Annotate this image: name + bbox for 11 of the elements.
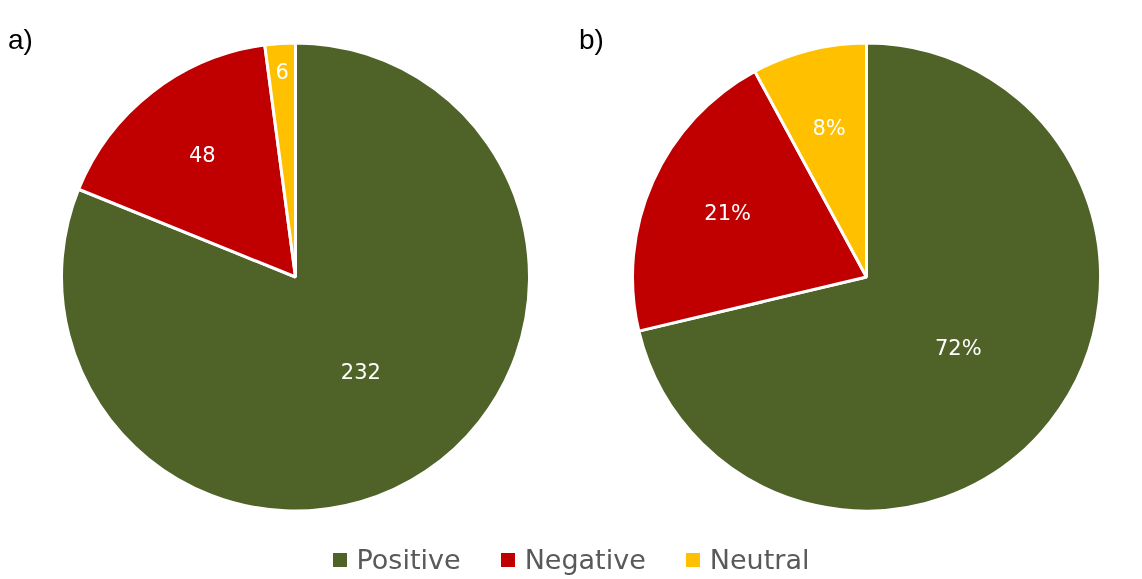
legend-label: Positive (356, 544, 461, 575)
data-label: 232 (340, 360, 381, 385)
data-label: 6 (275, 60, 289, 85)
chart-title: b) (579, 24, 604, 56)
legend-label: Negative (524, 544, 646, 575)
data-label: 21% (704, 201, 751, 226)
legend-label: Neutral (709, 544, 810, 575)
data-label: 72% (934, 335, 982, 360)
data-label: 8% (812, 116, 846, 141)
data-label: 48 (188, 143, 216, 168)
chart-title: a) (8, 24, 33, 56)
